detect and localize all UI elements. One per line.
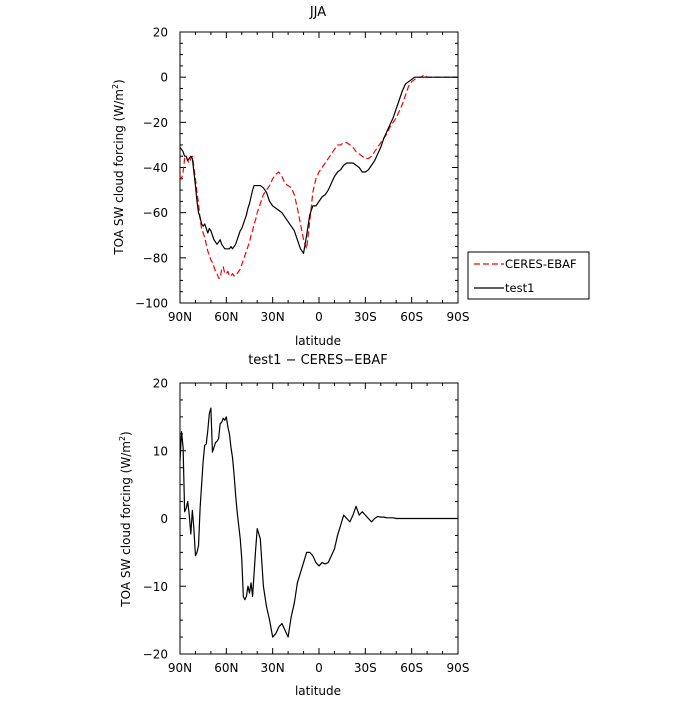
- top-chart-ylabel-close: ): [112, 79, 126, 84]
- legend-label-ceres-ebaf: CERES-EBAF: [505, 257, 577, 271]
- series-line-ceres-ebaf: [179, 74, 458, 279]
- bottom-x-tick-label: 30N: [261, 661, 285, 675]
- top-y-tick-label: 20: [153, 26, 168, 40]
- top-x-tick-label: 60N: [214, 310, 238, 324]
- bottom-chart-ylabel-text: TOA SW cloud forcing (W/m: [119, 441, 133, 608]
- bottom-y-tick-label: 10: [153, 444, 168, 458]
- top-chart-ylabel-superscript: 2: [111, 84, 120, 89]
- bottom-chart-ticks: 90N 60N 30N 0 30S 60S 90S −20 −10 0 10 20: [143, 377, 470, 676]
- bottom-chart-ylabel-superscript: 2: [118, 436, 127, 441]
- legend-label-test1: test1: [505, 281, 534, 295]
- legend: CERES-EBAF test1: [467, 251, 590, 300]
- bottom-x-tick-label: 60S: [400, 661, 423, 675]
- top-y-tick-label: −60: [143, 206, 168, 220]
- top-x-tick-label: 30S: [354, 310, 377, 324]
- legend-box: [467, 251, 590, 300]
- top-y-tick-label: −80: [143, 251, 168, 265]
- bottom-x-tick-label: 90N: [168, 661, 192, 675]
- bottom-y-tick-label: 0: [160, 512, 168, 526]
- series-line-bottom-difference: [179, 407, 458, 638]
- top-chart-ticks: 90N 60N 30N 0 30S 60S 90S −100 −80 −60 −40 −20 0 20: [135, 26, 469, 325]
- bottom-x-tick-label: 0: [315, 661, 323, 675]
- bottom-chart-ylabel: TOA SW cloud forcing (W/m2): [118, 431, 133, 607]
- top-chart-xlabel: latitude: [295, 334, 341, 348]
- top-x-tick-label: 0: [315, 310, 323, 324]
- top-y-tick-label: −100: [135, 297, 168, 311]
- top-x-tick-label: 90S: [447, 310, 470, 324]
- series-line-test1: [179, 76, 458, 254]
- top-chart-ylabel: TOA SW cloud forcing (W/m2): [111, 79, 126, 255]
- bottom-y-tick-label: 20: [153, 377, 168, 391]
- top-x-tick-label: 30N: [261, 310, 285, 324]
- top-y-tick-label: −20: [143, 116, 168, 130]
- top-y-tick-label: 0: [160, 71, 168, 85]
- top-y-tick-label: −40: [143, 161, 168, 175]
- top-chart-series: [179, 74, 458, 279]
- bottom-chart-series: [179, 407, 458, 638]
- bottom-chart-panel: test1 − CERES−EBAF 90N 60N 30N 0 30S 60S 90S −2…: [118, 353, 469, 698]
- top-chart-title: JJA: [309, 5, 326, 20]
- top-chart-panel: JJA 90N 60N 30N 0 30S 60S 90S −100 −80 −60 −40 −20 0…: [111, 5, 590, 348]
- bottom-x-tick-label: 90S: [447, 661, 470, 675]
- bottom-chart-title: test1 − CERES−EBAF: [248, 353, 388, 368]
- top-chart-ylabel-text: TOA SW cloud forcing (W/m: [112, 89, 126, 256]
- top-x-tick-label: 60S: [400, 310, 423, 324]
- bottom-x-tick-label: 30S: [354, 661, 377, 675]
- bottom-chart-ylabel-close: ): [119, 431, 133, 436]
- bottom-y-tick-label: −20: [143, 648, 168, 662]
- top-chart-plot-frame: [179, 31, 459, 304]
- top-x-tick-label: 90N: [168, 310, 192, 324]
- bottom-y-tick-label: −10: [143, 580, 168, 594]
- bottom-x-tick-label: 60N: [214, 661, 238, 675]
- bottom-chart-xlabel: latitude: [295, 684, 341, 698]
